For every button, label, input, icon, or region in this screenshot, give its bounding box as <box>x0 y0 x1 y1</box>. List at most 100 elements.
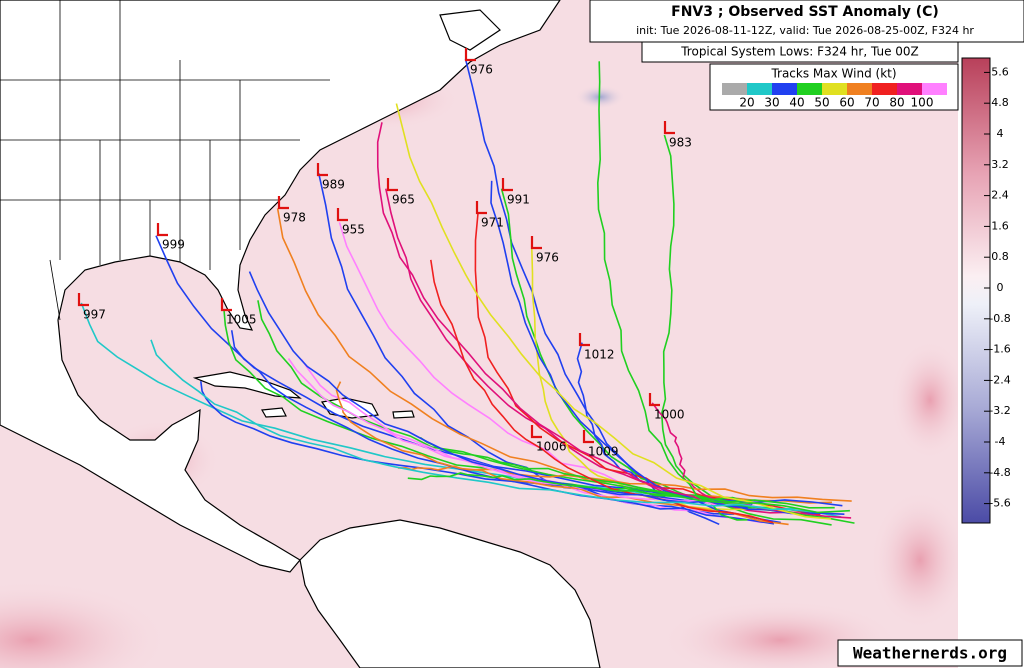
low-marker <box>336 208 348 222</box>
low-pressure: 971 <box>481 216 504 230</box>
colorbar-tick-label: -1.6 <box>989 343 1010 356</box>
north-america <box>0 0 561 573</box>
colorbar-tick-label: 2.4 <box>991 189 1009 202</box>
colorbar-tick-label: -4 <box>995 435 1006 448</box>
jamaica <box>261 407 287 418</box>
borders <box>0 0 330 321</box>
low-pressure: 976 <box>536 251 559 265</box>
south-america <box>299 519 601 668</box>
low-marker <box>501 178 513 192</box>
wind-swatch <box>797 83 822 95</box>
low-marker <box>77 293 89 307</box>
colorbar-tick-label: 0.8 <box>991 250 1009 263</box>
low-pressure: 976 <box>470 63 493 77</box>
low-marker <box>220 298 232 312</box>
low-marker <box>648 393 660 407</box>
track <box>248 271 748 509</box>
lows-box <box>641 41 959 63</box>
wind-swatch <box>897 83 922 95</box>
low-pressure: 1006 <box>536 440 567 454</box>
track <box>395 103 832 520</box>
low-marker <box>464 48 476 62</box>
colorbar-tick-label: 3.2 <box>991 158 1009 171</box>
wind-label: 100 <box>911 96 934 110</box>
puerto-rico <box>392 410 415 419</box>
low-marker <box>277 196 289 210</box>
wind-swatch <box>722 83 747 95</box>
colorbar-tick-label: -2.4 <box>989 373 1010 386</box>
track <box>576 342 845 515</box>
low-marker <box>578 333 590 347</box>
track <box>407 472 850 514</box>
colorbar-tick-label: -0.8 <box>989 312 1010 325</box>
colorbar-tick-label: 4 <box>997 127 1004 140</box>
wind-label: 60 <box>839 96 854 110</box>
low-pressure: 999 <box>162 238 185 252</box>
low-pressure: 1000 <box>654 408 685 422</box>
wind-swatch <box>772 83 797 95</box>
track <box>200 381 753 505</box>
lows-label: Tropical System Lows: F324 hr, Tue 00Z <box>680 45 919 59</box>
wind-label: 20 <box>739 96 754 110</box>
wind-legend-title: Tracks Max Wind (kt) <box>770 67 896 81</box>
track <box>397 465 852 502</box>
wind-label: 80 <box>889 96 904 110</box>
tracks <box>80 58 855 526</box>
low-marker <box>156 223 168 237</box>
wind-label: 50 <box>814 96 829 110</box>
low-marker <box>475 201 487 215</box>
colorbar-tick-label: 4.8 <box>991 96 1009 109</box>
low-pressure: 978 <box>283 211 306 225</box>
track <box>223 311 748 503</box>
colorbar-tick-label: 5.6 <box>991 65 1009 78</box>
colorbar-tick-label: 0 <box>997 281 1004 294</box>
colorbar-ticks: 5.6 4.8 4 3.2 2.4 1.6 0.8 0 -0.8 -1.6 -2.4 -3.2 -4 -4… <box>984 65 1011 510</box>
low-pressure: 991 <box>507 193 530 207</box>
colorbar <box>961 57 991 524</box>
colorbar-tick-label: 1.6 <box>991 219 1009 232</box>
track <box>376 122 725 505</box>
low-pressure: 997 <box>83 308 106 322</box>
wind-legend: 20 30 40 50 60 70 80 100 <box>722 83 947 110</box>
track <box>419 436 855 524</box>
low-marker <box>530 236 542 250</box>
low-pressure: 983 <box>669 136 692 150</box>
track <box>335 381 789 526</box>
watermark: Weathernerds.org <box>853 644 1007 663</box>
track <box>430 259 774 524</box>
track <box>530 245 775 511</box>
wind-swatch <box>847 83 872 95</box>
low-pressure: 989 <box>322 178 345 192</box>
wind-swatch <box>747 83 772 95</box>
colorbar-tick-label: -4.8 <box>989 466 1010 479</box>
newfoundland <box>439 9 501 51</box>
track <box>150 339 798 511</box>
wind-label: 30 <box>764 96 779 110</box>
wind-swatch <box>922 83 947 95</box>
track <box>660 134 774 512</box>
cuba <box>192 371 302 399</box>
wind-swatch <box>822 83 847 95</box>
land <box>0 0 601 668</box>
low-marker <box>582 430 594 444</box>
low-pressure: 1012 <box>584 348 615 362</box>
low-marker <box>663 121 675 135</box>
colorbar-tick-label: -5.6 <box>989 497 1010 510</box>
wind-swatch <box>872 83 897 95</box>
subtitle: init: Tue 2026-08-11-12Z, valid: Tue 202… <box>636 24 974 37</box>
watermark-box <box>837 639 1023 667</box>
wind-label: 70 <box>864 96 879 110</box>
colorbar-tick-label: -3.2 <box>989 404 1010 417</box>
track <box>596 61 748 521</box>
low-marker <box>530 425 542 439</box>
low-pressure: 965 <box>392 193 415 207</box>
title: FNV3 ; Observed SST Anomaly (C) <box>671 4 939 20</box>
lows: 976 983 989 965 991 978 955 971 999 976 997 1005 101… <box>77 48 692 459</box>
low-pressure: 1005 <box>226 313 257 327</box>
low-marker <box>316 163 328 177</box>
low-pressure: 955 <box>342 223 365 237</box>
low-marker <box>386 178 398 192</box>
low-pressure: 1009 <box>588 445 619 459</box>
